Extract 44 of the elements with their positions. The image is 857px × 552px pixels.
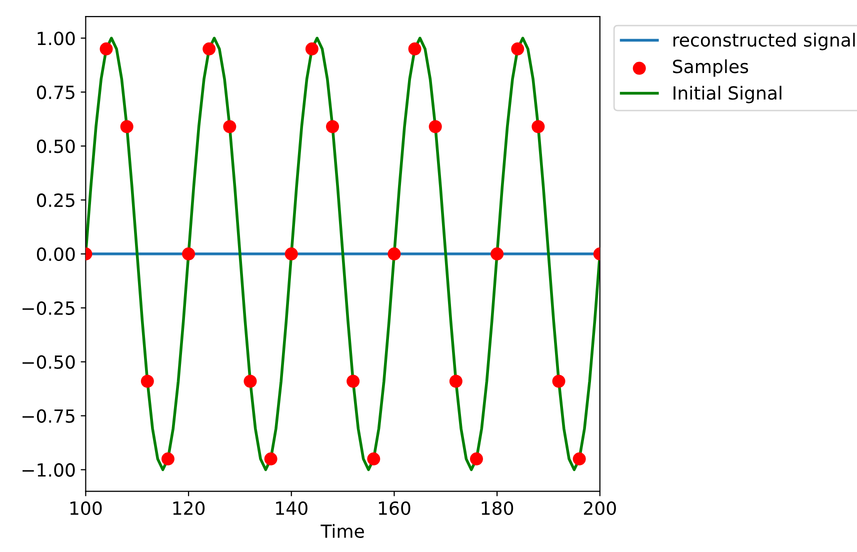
point	[326, 120, 340, 134]
x-tick-label: 120	[173, 501, 205, 515]
y-tick-label: −0.50	[22, 355, 75, 369]
point	[100, 42, 113, 56]
x-axis-title: Time	[320, 524, 364, 538]
point	[449, 374, 462, 388]
point	[120, 120, 134, 134]
point	[490, 247, 504, 260]
y-tick-label: −0.75	[22, 409, 74, 423]
point	[182, 247, 196, 260]
legend-label: Initial Signal	[674, 86, 782, 104]
point	[244, 374, 257, 388]
x-tick-label: 160	[378, 501, 410, 515]
point	[511, 42, 524, 56]
line-series	[86, 36, 600, 472]
point	[202, 42, 216, 56]
y-tick-label: 0.75	[36, 86, 74, 100]
point	[572, 452, 586, 466]
point	[223, 120, 236, 134]
point	[161, 452, 174, 466]
point	[428, 120, 442, 134]
point	[408, 42, 422, 56]
y-tick-label: 0.00	[36, 247, 75, 262]
point	[305, 42, 318, 56]
x-tick-label: 140	[276, 501, 308, 515]
y-tick-label: 0.50	[36, 139, 75, 154]
y-tick-label: −0.25	[22, 301, 74, 315]
x-tick-label: 200	[584, 501, 616, 515]
point	[532, 120, 545, 134]
legend-label: reconstructed signal	[673, 32, 855, 50]
x-tick-label: 180	[482, 501, 514, 515]
point	[367, 452, 380, 466]
point	[346, 374, 360, 388]
y-tick-label: 1.00	[38, 32, 75, 46]
point	[388, 247, 401, 260]
legend-label: Samples	[673, 59, 748, 77]
point	[552, 374, 566, 388]
point	[470, 452, 483, 466]
y-tick-label: −1.00	[22, 463, 75, 477]
point	[284, 247, 298, 260]
x-tick-label: 100	[70, 501, 102, 515]
point	[264, 452, 278, 466]
point	[140, 374, 154, 388]
y-tick-label: 0.25	[36, 193, 74, 208]
